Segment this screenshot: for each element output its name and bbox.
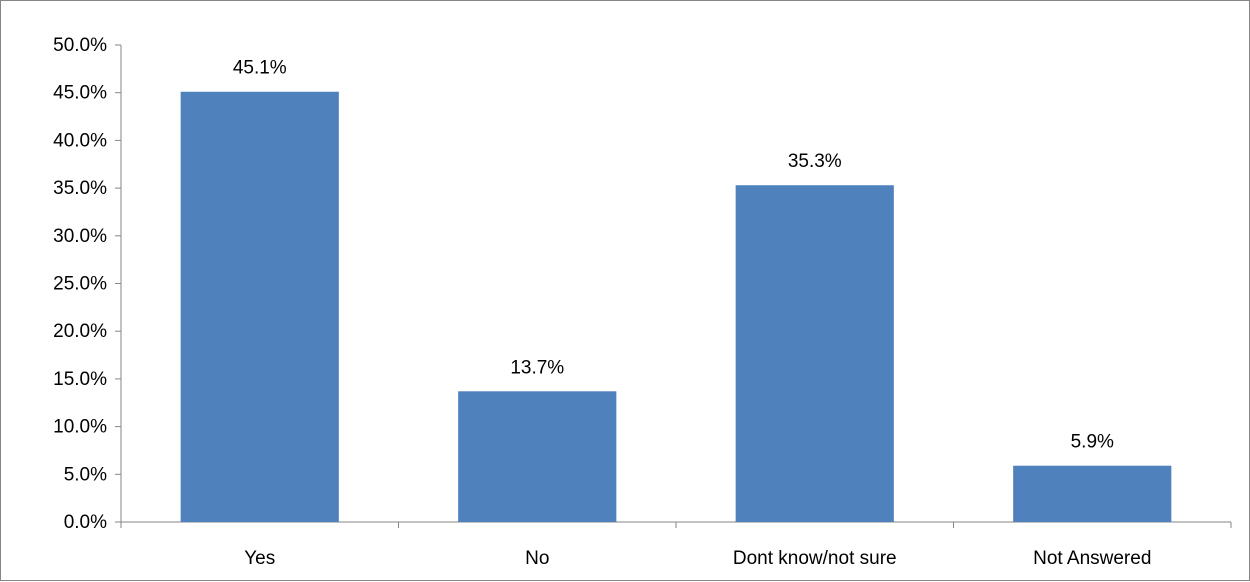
y-tick-label: 25.0% (53, 274, 107, 295)
x-category-label: Dont know/not sure (733, 548, 897, 569)
x-category-label: Not Answered (1033, 548, 1151, 569)
y-tick-label: 15.0% (53, 369, 107, 390)
bar-1 (458, 391, 617, 522)
bar-2 (735, 185, 894, 522)
y-tick-label: 40.0% (53, 130, 107, 151)
data-label: 5.9% (1071, 432, 1114, 453)
y-tick-label: 10.0% (53, 417, 107, 438)
x-category-label: Yes (244, 548, 275, 569)
x-category-label: No (525, 548, 549, 569)
bar-0 (180, 91, 339, 522)
y-tick-label: 5.0% (64, 464, 107, 485)
y-tick-label: 0.0% (64, 512, 107, 533)
y-tick-label: 30.0% (53, 226, 107, 247)
data-label: 35.3% (788, 151, 842, 172)
y-tick-label: 20.0% (53, 321, 107, 342)
data-label: 45.1% (233, 58, 287, 79)
data-label: 13.7% (510, 357, 564, 378)
y-tick-label: 45.0% (53, 83, 107, 104)
bar-3 (1013, 465, 1172, 522)
y-tick-label: 50.0% (53, 35, 107, 56)
y-tick-label: 35.0% (53, 178, 107, 199)
